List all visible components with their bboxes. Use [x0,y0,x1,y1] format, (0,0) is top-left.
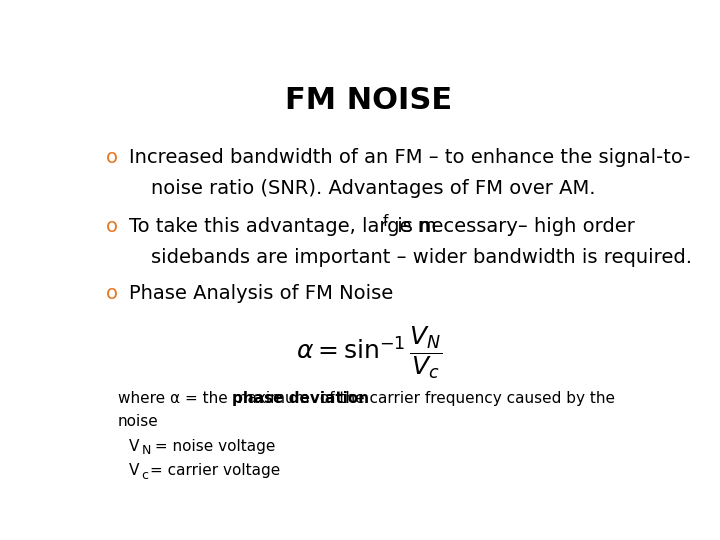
Text: where α = the maximum: where α = the maximum [118,391,314,406]
Text: o: o [107,284,118,303]
Text: V: V [129,463,140,478]
Text: = carrier voltage: = carrier voltage [150,463,281,478]
Text: To take this advantage, large m: To take this advantage, large m [129,217,437,235]
Text: Increased bandwidth of an FM – to enhance the signal-to-: Increased bandwidth of an FM – to enhanc… [129,148,690,167]
Text: is necessary– high order: is necessary– high order [391,217,634,235]
Text: = noise voltage: = noise voltage [150,439,276,454]
Text: V: V [129,439,140,454]
Text: phase deviation: phase deviation [233,391,369,406]
Text: FM NOISE: FM NOISE [285,85,453,114]
Text: of the carrier frequency caused by the: of the carrier frequency caused by the [315,391,615,406]
Text: c: c [141,469,148,482]
Text: sidebands are important – wider bandwidth is required.: sidebands are important – wider bandwidt… [151,248,693,267]
Text: f: f [382,214,388,230]
Text: $\alpha = \sin^{-1}\dfrac{V_N}{V_c}$: $\alpha = \sin^{-1}\dfrac{V_N}{V_c}$ [296,325,442,381]
Text: o: o [107,217,118,235]
Text: o: o [107,148,118,167]
Text: Phase Analysis of FM Noise: Phase Analysis of FM Noise [129,284,393,303]
Text: N: N [141,444,150,457]
Text: noise: noise [118,414,158,429]
Text: noise ratio (SNR). Advantages of FM over AM.: noise ratio (SNR). Advantages of FM over… [151,179,596,198]
